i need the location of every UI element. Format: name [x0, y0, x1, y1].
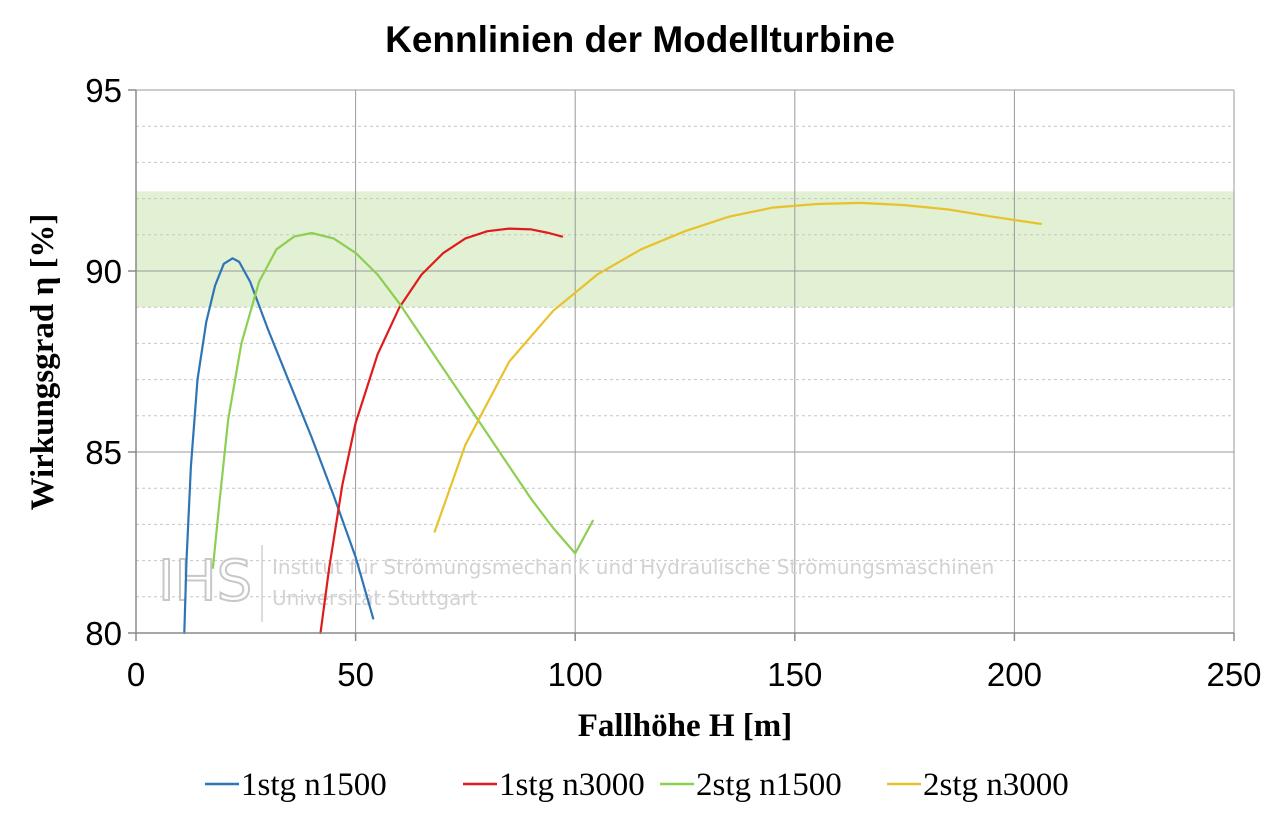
y-tick-label: 95	[85, 72, 122, 109]
chart-title: Kennlinien der Modellturbine	[385, 19, 895, 60]
series-line-1	[319, 227, 564, 635]
legend-label-0: 1stg n1500	[241, 767, 387, 803]
watermark: IHS Institut für Strömungsmechanik und H…	[157, 545, 994, 622]
watermark-logo: IHS	[158, 549, 252, 614]
x-tick-label: 100	[548, 656, 603, 693]
watermark-line2: Universität Stuttgart	[272, 586, 478, 610]
legend-label-3: 2stg n3000	[923, 767, 1069, 803]
y-tick-labels: 80 85 90 95	[85, 72, 122, 652]
major-gridlines	[136, 89, 1235, 633]
series-line-0	[183, 257, 375, 635]
series-lines	[183, 201, 1042, 635]
x-tick-label: 250	[1206, 656, 1261, 693]
y-axis-label: Wirkungsgrad η [%]	[25, 214, 61, 511]
series-line-2	[211, 231, 594, 569]
watermark-line1: Institut für Strömungsmechanik und Hydra…	[272, 555, 994, 579]
x-tick-label: 50	[337, 656, 374, 693]
x-axis-label: Fallhöhe H [m]	[578, 708, 792, 744]
highlight-band	[136, 191, 1234, 308]
y-tick-label: 80	[85, 615, 122, 652]
minor-gridlines	[136, 125, 1234, 598]
y-tick-label: 90	[85, 253, 122, 290]
x-tick-label: 200	[987, 656, 1042, 693]
legend-label-1: 1stg n3000	[499, 767, 645, 803]
x-tick-label: 150	[767, 656, 822, 693]
axes	[128, 89, 1235, 641]
series-line-3	[433, 201, 1042, 533]
legend-label-2: 2stg n1500	[696, 767, 842, 803]
x-tick-labels: 0 50 100 150 200 250	[127, 656, 1262, 693]
x-tick-label: 0	[127, 656, 145, 693]
target-band	[136, 191, 1234, 308]
legend: 1stg n1500 1stg n3000 2stg n1500 2stg n3000	[205, 767, 1069, 803]
y-tick-label: 85	[85, 434, 122, 471]
